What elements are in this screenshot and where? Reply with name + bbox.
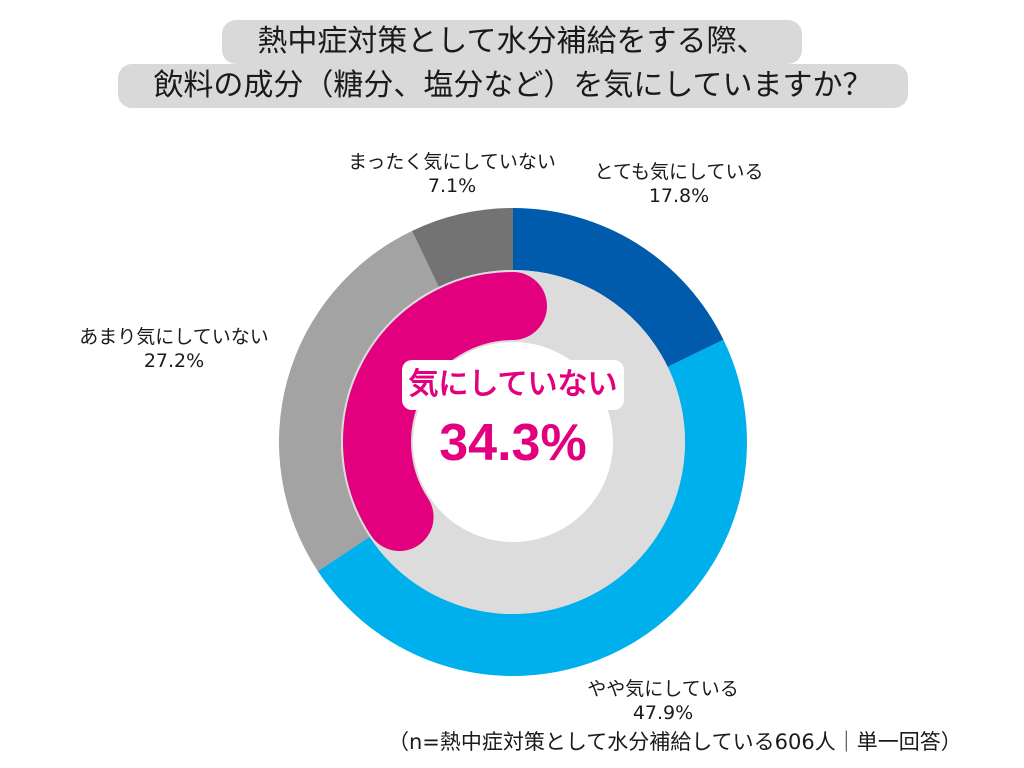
outer-ring	[278, 208, 747, 676]
label-slice-3: あまり気にしていない 27.2%	[60, 325, 288, 373]
chart-title-line2: 飲料の成分（糖分、塩分など）を気にしていますか？	[118, 64, 908, 108]
slice-1-label: とても気にしている	[594, 161, 764, 183]
slice-3-label: あまり気にしていない	[79, 326, 269, 348]
highlight-value: 34.3%	[439, 414, 587, 472]
label-slice-1: とても気にしている 17.8%	[584, 160, 774, 208]
label-slice-4: まったく気にしていない 7.1%	[324, 150, 580, 198]
slice-3-value: 27.2%	[143, 350, 205, 372]
chart-title-line1: 熱中症対策として水分補給をする際、	[222, 20, 802, 64]
highlight-arc	[343, 272, 547, 552]
slice-4-label: まったく気にしていない	[348, 151, 556, 173]
label-slice-2: やや気にしている 47.9%	[558, 677, 768, 725]
highlight-label: 気にしていない	[402, 360, 624, 410]
slice-1-value: 17.8%	[648, 185, 710, 207]
sample-note: （n=熱中症対策として水分補給している606人｜単一回答）	[388, 730, 962, 754]
slice-1	[513, 208, 724, 367]
slice-2-value: 47.9%	[632, 702, 694, 724]
slice-2-label: やや気にしている	[587, 678, 739, 700]
highlight-ring	[343, 272, 547, 552]
slice-3	[278, 230, 439, 572]
slice-4	[412, 208, 513, 287]
slice-2	[317, 339, 747, 676]
slice-4-value: 7.1%	[427, 175, 477, 197]
